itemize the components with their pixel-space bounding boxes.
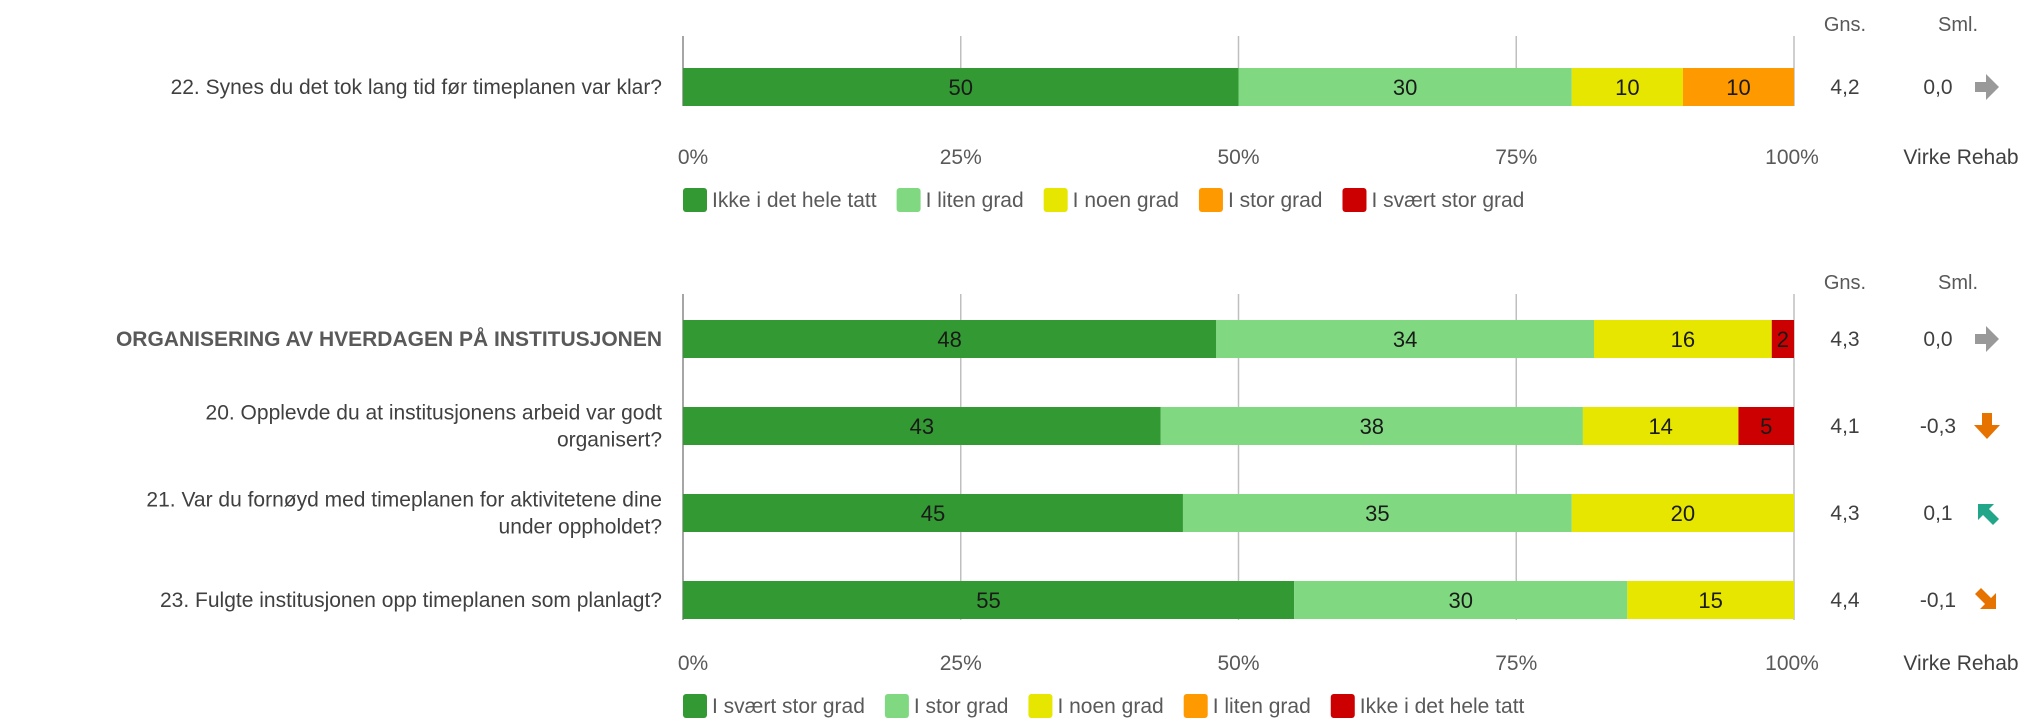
cmp-value: -0,3 [1920, 415, 1956, 438]
avg-value: 4,4 [1830, 589, 1860, 612]
legend-entry: I liten grad [926, 189, 1024, 212]
avg-value: 4,3 [1830, 328, 1859, 351]
bar-value-label: 30 [1393, 75, 1417, 100]
bar-value-label: 20 [1671, 501, 1695, 526]
bar-value-label: 16 [1671, 327, 1695, 352]
bar-value-label: 48 [937, 327, 961, 352]
bar-segment [1582, 407, 1739, 445]
legend-entry: I noen grad [1057, 695, 1163, 718]
bar-value-label: 45 [921, 501, 945, 526]
legend-swatch [1028, 694, 1053, 718]
legend-entry: I svært stor grad [1371, 189, 1524, 212]
legend-entry: I stor grad [1228, 189, 1323, 212]
legend-entry: I noen grad [1073, 189, 1179, 212]
x-tick-label: 25% [940, 652, 982, 675]
bar-segment [1594, 320, 1772, 358]
arrow-down-right-icon [1975, 588, 1996, 609]
arrow-right-icon [1975, 326, 1999, 352]
bar-segment [1160, 407, 1583, 445]
avg-value: 4,3 [1830, 502, 1859, 525]
cmp-value: 0,0 [1923, 76, 1952, 99]
bar-segment [1771, 320, 1794, 358]
x-tick-label: 100% [1765, 652, 1819, 675]
bar-segment [1571, 494, 1794, 532]
bar-value-label: 50 [949, 75, 973, 100]
legend-swatch [683, 694, 707, 718]
x-tick-label: 100% [1765, 146, 1819, 169]
arrow-up-left-icon [1978, 504, 1999, 525]
question-label: 20. Opplevde du at institusjonens arbeid… [206, 402, 663, 452]
bar-value-label: 30 [1448, 588, 1472, 613]
bar-segment [683, 581, 1295, 619]
bar-value-label: 38 [1360, 414, 1384, 439]
legend-swatch [1330, 694, 1355, 718]
bar-segment [1238, 68, 1572, 106]
chart-panel-1: Gns. Sml. 22. Synes du det tok lang tid fø… [171, 14, 2019, 212]
bar-value-label: 2 [1777, 327, 1789, 352]
legend-swatch [1342, 188, 1367, 212]
avg-column-header: Gns. [1824, 272, 1866, 294]
footer-label: Virke Rehab [1903, 146, 2018, 169]
legend-entry: Ikke i det hele tatt [712, 189, 877, 212]
bar-value-label: 55 [976, 588, 1000, 613]
bar-segment [1571, 68, 1683, 106]
bar-value-label: 35 [1365, 501, 1389, 526]
bar-value-label: 43 [910, 414, 934, 439]
cmp-value: -0,1 [1920, 589, 1956, 612]
legend-swatch [1198, 188, 1223, 212]
bar-value-label: 14 [1648, 414, 1672, 439]
cmp-value: 0,1 [1923, 502, 1952, 525]
question-label: 21. Var du fornøyd med timeplanen for ak… [146, 489, 662, 539]
question-label: 23. Fulgte institusjonen opp timeplanen … [160, 589, 662, 612]
bar-segment [1738, 407, 1794, 445]
bar-value-label: 10 [1726, 75, 1750, 100]
avg-value: 4,1 [1830, 415, 1859, 438]
bar-segment [1682, 68, 1794, 106]
x-tick-label: 75% [1495, 146, 1537, 169]
cmp-value: 0,0 [1923, 328, 1952, 351]
section-title: ORGANISERING AV HVERDAGEN PÅ INSTITUSJON… [116, 327, 662, 351]
bar-value-label: 15 [1698, 588, 1722, 613]
bar-value-label: 10 [1615, 75, 1639, 100]
legend-entry: I svært stor grad [712, 695, 865, 718]
legend-swatch [896, 188, 921, 212]
x-tick-label: 0% [678, 652, 708, 675]
avg-column-header: Gns. [1824, 14, 1866, 36]
cmp-column-header: Sml. [1938, 272, 1978, 294]
question-label: 22. Synes du det tok lang tid før timepl… [171, 76, 662, 99]
avg-value: 4,2 [1830, 76, 1859, 99]
legend-swatch [1183, 694, 1208, 718]
x-tick-label: 50% [1217, 652, 1259, 675]
x-tick-label: 0% [678, 146, 708, 169]
cmp-column-header: Sml. [1938, 14, 1978, 36]
bar-segment [1627, 581, 1794, 619]
bar-segment [683, 68, 1239, 106]
bar-segment [683, 494, 1183, 532]
bar-segment [1294, 581, 1628, 619]
bar-segment [683, 407, 1161, 445]
legend-swatch [683, 188, 707, 212]
legend-swatch [884, 694, 909, 718]
bar-segment [683, 320, 1217, 358]
footer-label: Virke Rehab [1903, 652, 2018, 675]
x-tick-label: 75% [1495, 652, 1537, 675]
legend-swatch [1043, 188, 1068, 212]
legend-entry: Ikke i det hele tatt [1360, 695, 1525, 718]
legend-entry: I liten grad [1213, 695, 1311, 718]
x-tick-label: 50% [1217, 146, 1259, 169]
legend-entry: I stor grad [914, 695, 1009, 718]
chart-panel-2: Gns. Sml. ORGANISERING AV HVERDAGEN PÅ INS… [116, 272, 2019, 718]
bar-segment [1182, 494, 1572, 532]
bar-value-label: 5 [1760, 414, 1772, 439]
arrow-down-icon [1974, 413, 2000, 439]
x-tick-label: 25% [940, 146, 982, 169]
bar-value-label: 34 [1393, 327, 1417, 352]
arrow-right-icon [1975, 74, 1999, 100]
bar-segment [1216, 320, 1595, 358]
